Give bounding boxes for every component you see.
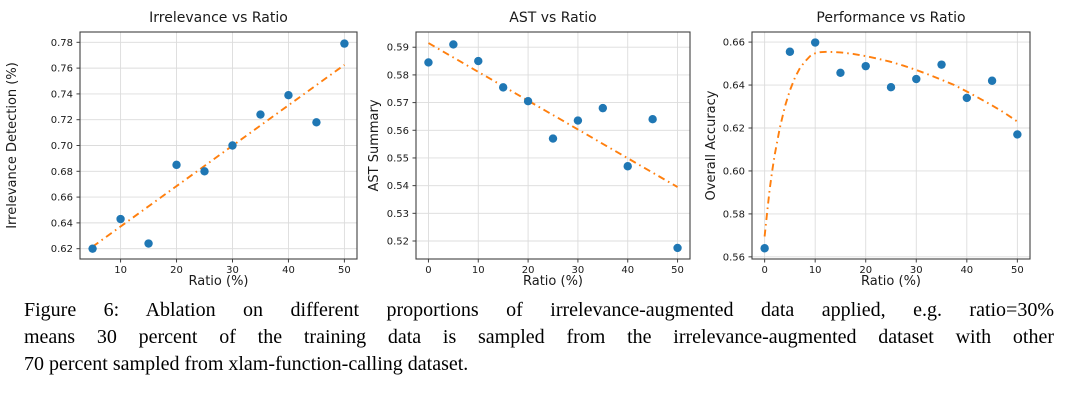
trend-line bbox=[92, 64, 345, 248]
data-point bbox=[523, 97, 533, 106]
data-point bbox=[312, 118, 321, 127]
data-point bbox=[284, 90, 293, 100]
data-point bbox=[937, 60, 946, 69]
charts-row: 10 20 30 40 50 0.62 0.64 0.66 0.68 0.70 0.72 0.74 0.… bbox=[5, 10, 1031, 289]
x-tick-label: 50 bbox=[338, 265, 351, 276]
y-tick-label: 0.59 bbox=[387, 43, 409, 54]
x-axis-label: Ratio (%) bbox=[523, 274, 583, 289]
data-point bbox=[228, 141, 237, 150]
data-point bbox=[598, 103, 608, 113]
data-point bbox=[424, 58, 433, 67]
data-point bbox=[474, 56, 483, 66]
data-point bbox=[88, 244, 97, 253]
y-tick-label: 0.78 bbox=[51, 38, 73, 49]
y-axis-label: Irrelevance Detection (%) bbox=[5, 62, 20, 229]
x-tick-label: 0 bbox=[425, 265, 431, 276]
data-point bbox=[623, 162, 632, 171]
chart-performance-vs-ratio: 0 10 20 30 40 50 0.56 0.58 0.60 0.62 0.64 0.66 Perfo… bbox=[704, 10, 1031, 289]
x-tick-label: 30 bbox=[226, 265, 239, 276]
x-tick-label: 0 bbox=[761, 265, 767, 276]
x-tick-label: 40 bbox=[960, 265, 973, 276]
x-tick-label: 10 bbox=[472, 265, 485, 276]
data-point bbox=[987, 76, 997, 85]
y-tick-label: 0.76 bbox=[51, 64, 73, 75]
data-point bbox=[673, 243, 682, 253]
chart-title: Performance vs Ratio bbox=[816, 10, 965, 26]
data-point bbox=[861, 61, 870, 71]
caption-line-1: Figure 6: Ablation on different proporti… bbox=[24, 299, 1054, 321]
x-tick-label: 40 bbox=[621, 265, 634, 276]
data-point bbox=[912, 74, 921, 84]
y-tick-label: 0.62 bbox=[723, 123, 745, 134]
plot-border bbox=[415, 31, 691, 260]
y-axis-label: AST Summary bbox=[367, 99, 382, 191]
data-point bbox=[573, 116, 583, 125]
y-tick-label: 0.60 bbox=[723, 166, 745, 177]
y-tick-label: 0.58 bbox=[387, 70, 409, 81]
y-tick-label: 0.55 bbox=[387, 153, 409, 164]
caption-line-3: 70 percent sampled from xlam-function-ca… bbox=[24, 353, 469, 375]
y-tick-label: 0.52 bbox=[387, 237, 409, 248]
caption-line-2: means 30 percent of the training data is… bbox=[24, 326, 1054, 348]
x-tick-label: 40 bbox=[282, 265, 295, 276]
data-point bbox=[256, 110, 265, 119]
y-tick-label: 0.56 bbox=[387, 126, 409, 137]
x-axis-label: Ratio (%) bbox=[188, 274, 248, 289]
data-point bbox=[648, 115, 657, 124]
y-tick-label: 0.68 bbox=[51, 167, 73, 178]
y-tick-label: 0.64 bbox=[723, 81, 745, 92]
x-tick-label: 20 bbox=[522, 265, 535, 276]
x-tick-label: 50 bbox=[671, 265, 684, 276]
x-tick-label: 30 bbox=[572, 265, 585, 276]
y-tick-label: 0.54 bbox=[387, 181, 409, 192]
data-point bbox=[498, 83, 508, 92]
x-tick-label: 30 bbox=[910, 265, 923, 276]
y-tick-label: 0.70 bbox=[51, 141, 73, 152]
y-tick-label: 0.62 bbox=[51, 244, 73, 255]
data-point bbox=[785, 47, 795, 56]
chart-title: Irrelevance vs Ratio bbox=[149, 10, 288, 26]
data-point bbox=[144, 239, 153, 248]
y-tick-label: 0.56 bbox=[723, 252, 745, 263]
y-tick-label: 0.72 bbox=[51, 115, 73, 126]
data-point bbox=[200, 167, 209, 176]
trend-line bbox=[428, 42, 678, 188]
x-axis-label: Ratio (%) bbox=[861, 274, 921, 289]
plot-border bbox=[79, 31, 358, 260]
plot-border bbox=[751, 31, 1031, 260]
x-tick-label: 50 bbox=[1011, 265, 1024, 276]
x-tick-label: 20 bbox=[170, 265, 183, 276]
data-point bbox=[1013, 130, 1022, 139]
y-tick-label: 0.74 bbox=[51, 89, 73, 100]
y-tick-label: 0.66 bbox=[723, 38, 745, 49]
data-point bbox=[548, 134, 558, 143]
trend-line bbox=[763, 50, 1018, 237]
data-point bbox=[962, 93, 972, 103]
data-point bbox=[340, 39, 349, 48]
data-point bbox=[810, 38, 820, 47]
y-tick-label: 0.64 bbox=[51, 218, 73, 229]
y-tick-label: 0.58 bbox=[723, 209, 745, 220]
data-point bbox=[886, 82, 896, 92]
data-point bbox=[836, 68, 845, 78]
chart-irrelevance-vs-ratio: 10 20 30 40 50 0.62 0.64 0.66 0.68 0.70 0.72 0.74 0.… bbox=[5, 10, 358, 289]
data-point bbox=[172, 160, 181, 170]
data-point bbox=[449, 40, 458, 49]
chart-ast-vs-ratio: 0 10 20 30 40 50 0.52 0.53 0.54 0.55 0.56 0.57 0.58 0… bbox=[367, 10, 691, 289]
y-tick-label: 0.57 bbox=[387, 98, 409, 109]
x-tick-label: 10 bbox=[809, 265, 822, 276]
chart-title: AST vs Ratio bbox=[509, 10, 596, 26]
data-point bbox=[760, 244, 769, 253]
y-axis-label: Overall Accuracy bbox=[704, 90, 719, 200]
y-tick-label: 0.66 bbox=[51, 193, 73, 204]
x-tick-label: 20 bbox=[859, 265, 872, 276]
x-tick-label: 10 bbox=[114, 265, 127, 276]
figure-caption: Figure 6: Ablation on different proporti… bbox=[24, 297, 1054, 378]
y-tick-label: 0.53 bbox=[387, 209, 409, 220]
data-point bbox=[116, 214, 125, 224]
